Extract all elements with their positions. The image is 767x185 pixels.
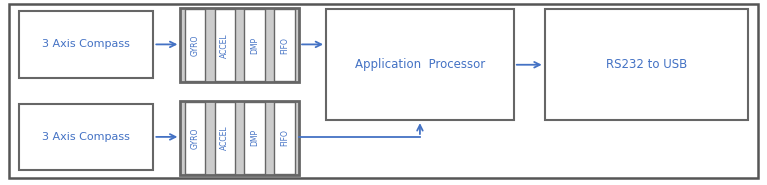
Bar bbox=[215, 9, 235, 81]
Bar bbox=[185, 102, 206, 174]
Bar bbox=[180, 8, 299, 82]
Text: 3 Axis Compass: 3 Axis Compass bbox=[42, 39, 130, 49]
Text: DMP: DMP bbox=[250, 37, 259, 54]
Bar bbox=[19, 104, 153, 170]
Text: 3 Axis Compass: 3 Axis Compass bbox=[42, 132, 130, 142]
Bar bbox=[180, 101, 299, 175]
Text: ACCEL: ACCEL bbox=[220, 125, 229, 150]
Text: RS232 to USB: RS232 to USB bbox=[606, 58, 686, 71]
Bar bbox=[244, 102, 265, 174]
Bar bbox=[19, 11, 153, 78]
Text: FIFO: FIFO bbox=[280, 37, 288, 54]
Bar bbox=[185, 9, 206, 81]
Bar bbox=[326, 9, 514, 120]
Bar bbox=[545, 9, 748, 120]
Bar bbox=[215, 102, 235, 174]
Text: DMP: DMP bbox=[250, 129, 259, 146]
Text: GYRO: GYRO bbox=[191, 35, 199, 56]
Bar bbox=[274, 9, 295, 81]
Text: FIFO: FIFO bbox=[280, 129, 288, 146]
Text: Application  Processor: Application Processor bbox=[355, 58, 485, 71]
Bar bbox=[244, 9, 265, 81]
Text: GYRO: GYRO bbox=[191, 127, 199, 149]
Bar bbox=[274, 102, 295, 174]
Text: ACCEL: ACCEL bbox=[220, 33, 229, 58]
